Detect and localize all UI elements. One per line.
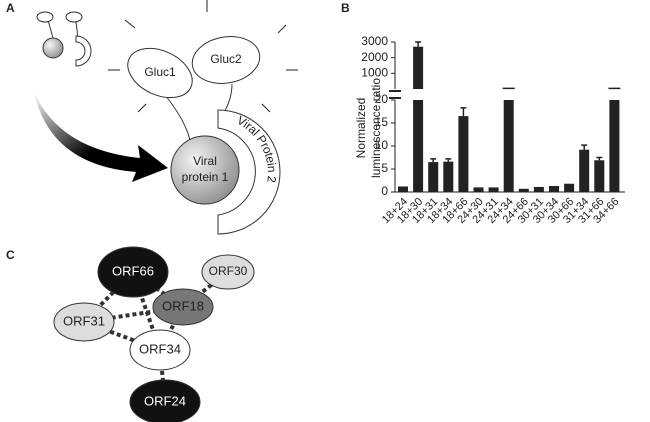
ray <box>261 103 271 113</box>
bar <box>458 116 469 192</box>
bar <box>413 100 424 192</box>
network-nodes: ORF66 ORF30 ORF18 ORF31 ORF34 ORF24 <box>53 246 255 422</box>
stalk <box>47 19 54 39</box>
node-label: ORF34 <box>139 341 181 356</box>
node-label: ORF24 <box>144 393 186 408</box>
bar <box>413 46 424 89</box>
error-bar <box>415 41 422 47</box>
error-bar <box>430 158 437 163</box>
error-bar <box>596 156 603 161</box>
error-bar <box>445 158 452 162</box>
diagram <box>34 0 298 235</box>
node <box>53 302 115 342</box>
bar <box>609 100 620 192</box>
node-label: ORF66 <box>112 263 154 278</box>
y-tick-label: 10 <box>375 138 389 152</box>
bar <box>549 186 559 192</box>
node <box>129 329 191 371</box>
bar <box>473 187 484 192</box>
bar <box>443 161 454 192</box>
node <box>201 254 255 290</box>
ray <box>137 103 147 113</box>
bar <box>564 183 575 192</box>
panel-label: B <box>341 1 350 15</box>
gluc1 <box>127 47 193 99</box>
label: Gluc1 <box>144 65 176 79</box>
linker <box>164 94 191 141</box>
y-tick-label: 2000 <box>361 50 388 64</box>
label: Viral <box>193 154 217 168</box>
shape <box>75 35 92 67</box>
bar <box>428 162 439 192</box>
y-tick-label: 15 <box>375 115 389 129</box>
arrow <box>34 92 168 182</box>
viral-protein-1 <box>170 135 240 205</box>
ray <box>277 24 287 34</box>
viral-protein-2 <box>217 109 281 235</box>
node <box>129 379 201 422</box>
node <box>152 288 214 326</box>
label: Gluc2 <box>210 52 242 66</box>
chart: 0510152010002000300018+2418+3018+3118+34… <box>361 34 625 226</box>
ray <box>124 19 136 29</box>
bar <box>503 100 514 192</box>
panel-label: C <box>6 248 15 262</box>
shape <box>65 11 83 23</box>
y-tick-label: 20 <box>375 92 389 106</box>
gluc2 <box>191 36 261 84</box>
y-tick-label: 0 <box>381 184 388 198</box>
bar <box>533 186 544 192</box>
bar <box>518 188 529 192</box>
y-label: Normalized <box>354 98 368 159</box>
node-label: ORF18 <box>162 298 204 313</box>
node <box>97 246 169 298</box>
y-tick-label: 5 <box>381 161 388 175</box>
shape <box>42 37 64 59</box>
node-label: ORF31 <box>63 313 105 328</box>
bar <box>594 160 605 192</box>
y-label: luminescence ratio <box>369 78 383 178</box>
stalk <box>75 21 79 39</box>
bar <box>398 186 408 192</box>
error-bar <box>460 107 467 117</box>
y-tick-label: 1000 <box>361 66 388 80</box>
node-label: ORF30 <box>209 264 248 278</box>
panel-label: A <box>6 1 15 15</box>
label: protein 1 <box>182 170 229 184</box>
y-tick-label: 3000 <box>361 34 388 48</box>
error-bar <box>581 144 588 150</box>
bar <box>579 149 590 192</box>
shape <box>36 11 54 23</box>
bar <box>488 187 499 192</box>
